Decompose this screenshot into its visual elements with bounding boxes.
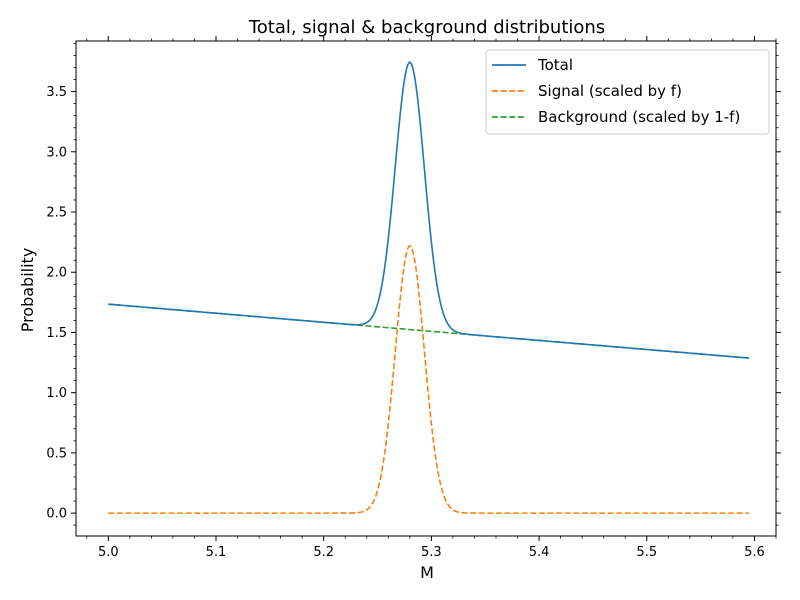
x-axis-title: M	[420, 563, 434, 582]
legend-label: Total	[537, 56, 573, 74]
legend-label: Signal (scaled by f)	[538, 82, 682, 100]
y-tick-label: 1.0	[46, 386, 67, 401]
legend-item-signal: Signal (scaled by f)	[492, 82, 682, 100]
x-tick-label: 5.0	[98, 545, 119, 560]
y-tick-label: 3.5	[46, 85, 67, 100]
legend-box	[485, 49, 770, 135]
y-tick-label: 1.5	[46, 326, 67, 341]
x-tick-label: 5.1	[206, 545, 227, 560]
chart-title: Total, signal & background distributions	[248, 17, 605, 38]
legend-label: Background (scaled by 1-f)	[538, 108, 740, 126]
series-signal-line	[108, 244, 750, 514]
legend-item-total: Total	[492, 56, 573, 74]
y-axis-title: Probability	[18, 248, 37, 333]
legend: Total Signal (scaled by f) Background (sca…	[485, 49, 770, 135]
x-tick-label: 5.5	[636, 545, 657, 560]
y-tick-label: 2.0	[46, 266, 67, 281]
x-tick-label: 5.4	[529, 545, 550, 560]
x-tick-label: 5.2	[313, 545, 334, 560]
plot-frame	[75, 40, 777, 537]
plot-area: 5.0 5.1 5.2 5.3 5.4 5.5 5.6 0.0 0.5 1.0 1.5 2.0 2.5 3…	[46, 36, 781, 560]
y-tick-label: 3.0	[46, 145, 67, 160]
legend-item-background: Background (scaled by 1-f)	[492, 108, 740, 126]
x-tick-label: 5.3	[421, 545, 442, 560]
series-total-line	[108, 61, 750, 359]
y-tick-label: 0.5	[46, 446, 67, 461]
y-tick-label: 2.5	[46, 206, 67, 221]
x-tick-label: 5.6	[744, 545, 765, 560]
y-tick-label: 0.0	[46, 507, 67, 522]
